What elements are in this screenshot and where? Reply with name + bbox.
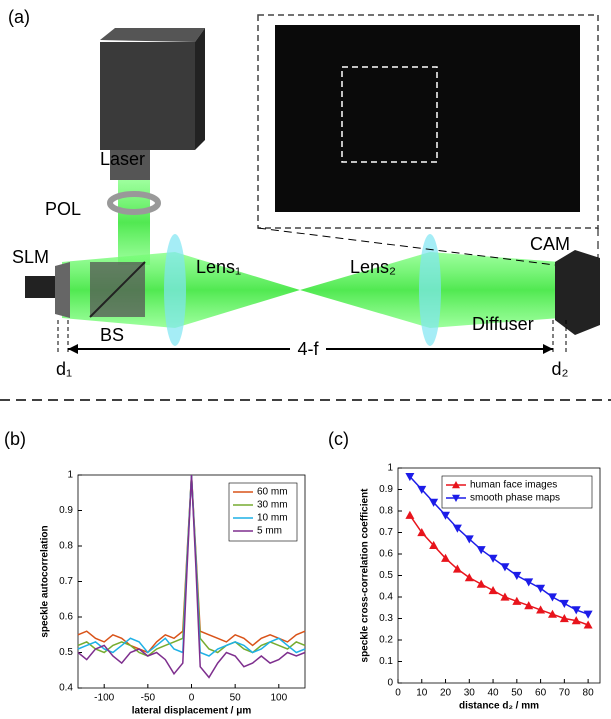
y-tick-label: 0.7 [379,527,393,538]
x-axis-label: distance d₂ / mm [459,701,539,712]
slm-connector [25,276,55,298]
label-lens2: Lens₂ [350,257,396,277]
x-tick-label: 20 [440,688,452,699]
y-tick-label: 0.8 [379,506,393,517]
arrow [543,344,553,354]
y-tick-label: 0.9 [59,505,73,516]
speckle-image [275,25,580,212]
x-axis-label: lateral displacement / μm [132,706,252,717]
x-tick-label: -50 [141,693,156,704]
y-tick-label: 0.7 [59,576,73,587]
y-tick-label: 0.5 [59,647,73,658]
x-tick-label: 80 [583,688,595,699]
lens-1 [164,234,186,346]
x-tick-label: 100 [270,693,287,704]
x-tick-label: 40 [487,688,499,699]
label-d2: d₂ [552,359,569,379]
x-tick-label: 0 [189,693,195,704]
y-tick-label: 0.5 [379,570,393,581]
laser-top [100,28,205,42]
laser-side [195,28,205,150]
y-tick-label: 0.3 [379,613,393,624]
panel-label: (a) [8,7,30,27]
x-tick-label: 50 [230,693,242,704]
label-d1: d₁ [56,359,72,379]
y-tick-label: 0 [387,678,393,689]
y-tick-label: 0.8 [59,541,73,552]
slm [55,262,70,318]
label-slm: SLM [12,247,49,267]
y-axis-label: speckle autocorrelation [40,525,51,637]
legend-label: human face images [470,480,557,491]
legend-label: smooth phase maps [470,493,560,504]
x-tick-label: 60 [535,688,547,699]
x-tick-label: -100 [94,693,114,704]
y-tick-label: 0.2 [379,635,393,646]
label-pol: POL [45,199,81,219]
figure: (a) Laser POL SLM BS Lens₁ Lens₂ CAM Dif… [0,0,611,719]
x-tick-label: 50 [511,688,523,699]
y-tick-label: 0.6 [379,549,393,560]
lens-2 [419,234,441,346]
y-tick-label: 0.4 [59,683,73,694]
legend-label: 30 mm [257,500,288,511]
y-tick-label: 1 [387,463,393,474]
y-tick-label: 0.4 [379,592,393,603]
x-tick-label: 70 [559,688,571,699]
laser-body [100,42,195,150]
label-bs: BS [100,325,124,345]
panel-label: (c) [328,429,349,449]
label-cam: CAM [530,234,570,254]
y-tick-label: 1 [67,470,73,481]
panel-label: (b) [4,429,26,449]
x-tick-label: 0 [395,688,401,699]
page: (a) Laser POL SLM BS Lens₁ Lens₂ CAM Dif… [0,0,611,719]
x-tick-label: 30 [464,688,476,699]
camera [555,250,600,335]
y-tick-label: 0.6 [59,612,73,623]
legend-label: 10 mm [257,513,288,524]
y-tick-label: 0.1 [379,656,393,667]
y-tick-label: 0.9 [379,484,393,495]
arrow [68,344,78,354]
label-4f: 4-f [297,339,319,359]
label-diffuser: Diffuser [472,314,534,334]
label-laser: Laser [100,149,145,169]
y-axis-label: speckle cross-correlation coefficient [360,488,371,663]
label-lens1: Lens₁ [196,257,241,277]
legend-label: 5 mm [257,526,282,537]
legend-label: 60 mm [257,487,288,498]
x-tick-label: 10 [416,688,428,699]
